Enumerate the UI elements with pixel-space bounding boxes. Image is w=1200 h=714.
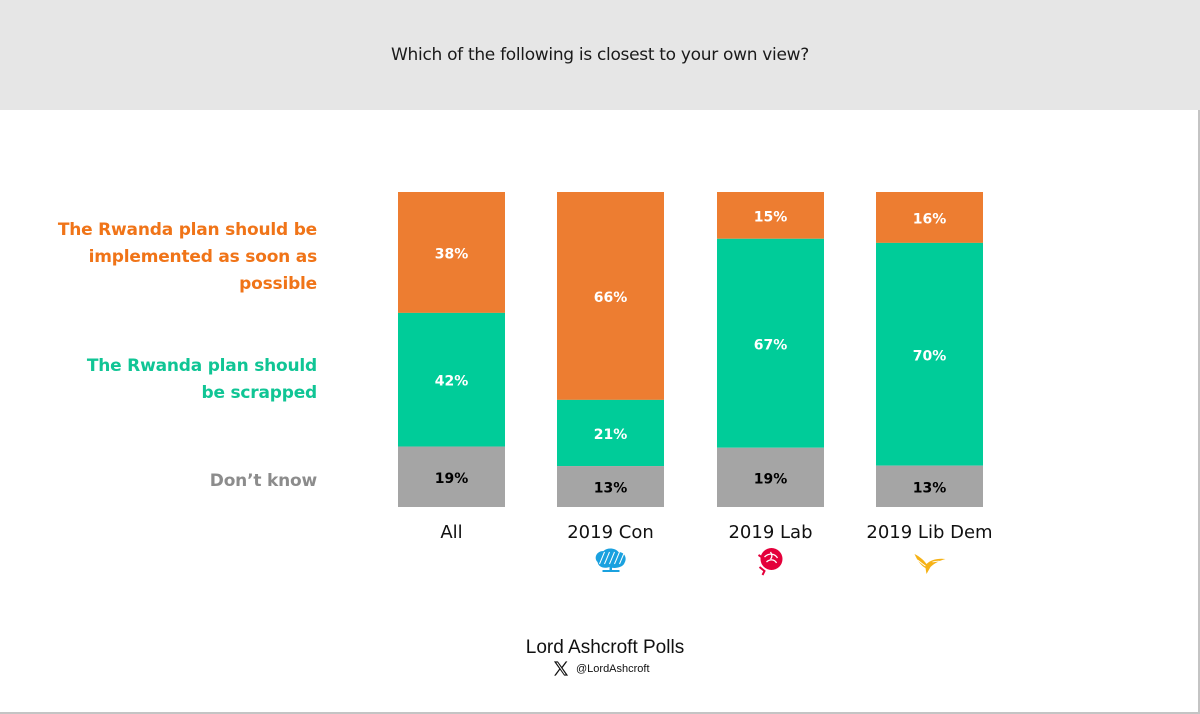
bar-segment-dont_know: [876, 465, 983, 507]
bar-segment-implemented: [557, 192, 664, 400]
legend-line: Don’t know: [209, 471, 317, 491]
data-label: 13%: [594, 481, 628, 497]
legend-line: implemented as soon as: [88, 247, 318, 267]
bar-segment-scrapped: [398, 312, 505, 447]
bar-segment-scrapped: [876, 242, 983, 466]
conservative-tree-icon: [595, 548, 626, 572]
bar-segment-implemented: [876, 192, 983, 243]
legend-label-dont-know: Don’t know: [210, 468, 317, 495]
bar-segment-implemented: [717, 192, 824, 239]
category-label: 2019 Con: [567, 522, 654, 543]
legend-line: possible: [239, 274, 317, 294]
legend-label-implemented: The Rwanda plan should be implemented as…: [58, 217, 317, 298]
legend-line: The Rwanda plan should be: [57, 220, 317, 240]
twitter-handle: @LordAshcroft: [576, 662, 650, 675]
data-label: 16%: [913, 211, 947, 227]
data-label: 70%: [913, 348, 947, 364]
bar-segment-implemented: [398, 192, 505, 313]
labour-rose-icon: [757, 548, 783, 576]
data-label: 21%: [594, 427, 628, 443]
x-logo-icon: [553, 661, 569, 676]
data-label: 19%: [754, 471, 788, 487]
footer-handle: @LordAshcroft: [552, 660, 650, 677]
data-label: 38%: [435, 246, 469, 262]
bar-segment-scrapped: [717, 238, 824, 448]
category-label: 2019 Lib Dem: [866, 522, 992, 543]
legend-line: be scrapped: [201, 383, 317, 403]
data-label: 66%: [594, 290, 628, 306]
data-label: 67%: [754, 337, 788, 353]
category-label: All: [440, 522, 462, 543]
legend-label-scrapped: The Rwanda plan should be scrapped: [87, 353, 317, 407]
libdem-bird-icon: [914, 554, 946, 574]
bar-segment-dont_know: [557, 466, 664, 507]
bar-segment-scrapped: [557, 399, 664, 467]
data-label: 13%: [913, 480, 947, 496]
chart-title: Which of the following is closest to you…: [391, 45, 809, 65]
legend-line: The Rwanda plan should: [86, 356, 317, 376]
bar-segment-dont_know: [717, 447, 824, 507]
header-band: Which of the following is closest to you…: [0, 0, 1200, 110]
category-label: 2019 Lab: [728, 522, 812, 543]
data-label: 42%: [435, 374, 469, 390]
data-label: 15%: [754, 209, 788, 225]
bar-segment-dont_know: [398, 446, 505, 507]
data-label: 19%: [435, 471, 469, 487]
footer-brand: Lord Ashcroft Polls: [525, 637, 685, 658]
